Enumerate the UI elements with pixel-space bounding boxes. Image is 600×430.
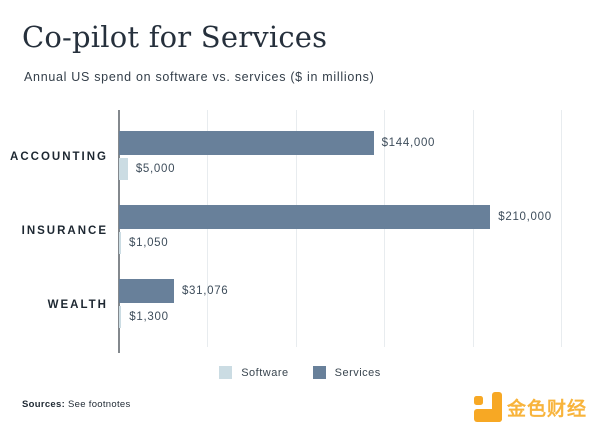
- page-title: Co-pilot for Services: [22, 20, 328, 54]
- services-bar: [119, 279, 174, 303]
- bar-group: ACCOUNTING $144,000 $5,000: [0, 121, 600, 192]
- services-bar: [119, 131, 374, 155]
- legend-swatch: [312, 366, 326, 379]
- legend-label: Software: [241, 366, 289, 379]
- software-bar: [119, 158, 128, 180]
- jinse-logo: 金色财经: [473, 392, 587, 422]
- software-bar: [119, 232, 121, 254]
- jinse-logo-icon: [473, 392, 502, 422]
- gridline: [561, 110, 562, 347]
- value-label: $1,050: [129, 237, 169, 249]
- value-label: $31,076: [181, 285, 229, 297]
- services-bar: [119, 205, 491, 229]
- value-label: $1,300: [129, 311, 169, 323]
- bar-group: INSURANCE $210,000 $1,050: [0, 195, 600, 266]
- legend-item: Services: [312, 366, 381, 379]
- sources-note: Sources: See footnotes: [22, 399, 131, 410]
- sources-text: See footnotes: [68, 399, 131, 410]
- chart-subtitle: Annual US spend on software vs. services…: [24, 70, 375, 84]
- bar-plot: ACCOUNTING $144,000 $5,000 INSURANCE $210,00…: [0, 110, 600, 354]
- sources-label: Sources:: [22, 399, 66, 410]
- category-label: INSURANCE: [21, 224, 108, 237]
- value-label: $5,000: [135, 163, 176, 175]
- legend-item: Software: [219, 366, 288, 379]
- jinse-logo-text: 金色财经: [506, 398, 587, 420]
- bar-group: WEALTH $31,076 $1,300: [0, 269, 600, 340]
- legend-label: Services: [334, 366, 381, 379]
- y-axis-line: [118, 110, 120, 353]
- legend-swatch: [219, 366, 233, 379]
- software-bar: [119, 306, 122, 328]
- category-label: ACCOUNTING: [10, 150, 108, 163]
- chart-legend: Software Services: [0, 366, 600, 379]
- logo-vertical-bar-shape: [491, 392, 502, 422]
- value-label: $210,000: [498, 211, 552, 223]
- category-label: WEALTH: [47, 298, 108, 311]
- logo-horizontal-bar-shape: [473, 409, 502, 422]
- logo-dot-shape: [473, 396, 483, 405]
- value-label: $144,000: [381, 137, 436, 149]
